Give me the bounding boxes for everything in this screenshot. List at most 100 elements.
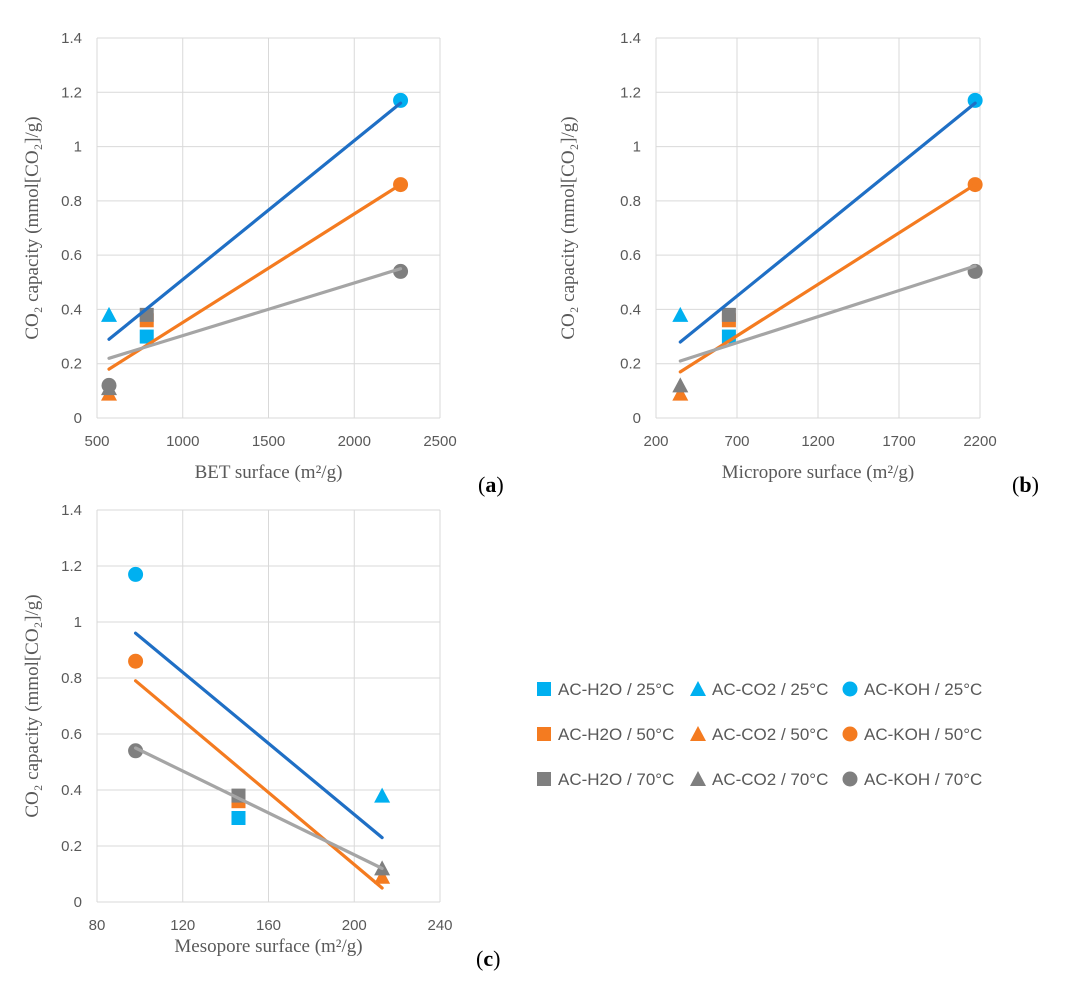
y-tick-label: 0	[633, 410, 641, 427]
y-tick-label: 0.6	[620, 247, 641, 264]
data-point	[374, 868, 391, 884]
y-tick-label: 0.8	[61, 193, 82, 210]
legend-marker-circle	[842, 681, 858, 697]
legend-label: AC-H2O / 25°C	[558, 680, 674, 699]
x-tick-label: 2200	[963, 433, 996, 450]
y-tick-label: 0.8	[61, 670, 82, 687]
y-tick-label: 0	[74, 410, 82, 427]
panel-label-letter: a	[485, 472, 496, 497]
y-axis-title: CO₂ capacity (mmol[CO₂]/g)	[558, 116, 579, 339]
panel-label: (c)	[476, 946, 500, 971]
x-axis-title: Mesopore surface (m²/g)	[174, 936, 362, 957]
x-tick-label: 500	[84, 433, 109, 450]
trendline	[678, 101, 977, 344]
panel-label-close: )	[493, 946, 500, 971]
panel-label: (b)	[1012, 472, 1039, 497]
x-axis-title: BET surface (m²/g)	[195, 462, 343, 483]
x-tick-label: 120	[170, 917, 195, 934]
panel-label-letter: c	[483, 946, 493, 971]
legend-marker-square	[537, 682, 551, 696]
panel-label-open: (	[478, 472, 485, 497]
legend: AC-H2O / 25°C AC-CO2 / 25°C AC-KOH / 25°C A…	[537, 680, 982, 789]
data-point	[139, 329, 154, 344]
legend-marker-square	[537, 727, 551, 741]
data-point	[101, 306, 118, 322]
data-point	[231, 811, 246, 825]
x-tick-label: 1000	[166, 433, 199, 450]
y-tick-label: 0	[74, 894, 82, 911]
y-tick-label: 1	[74, 614, 82, 631]
y-tick-label: 1	[74, 139, 82, 156]
y-tick-label: 1.2	[61, 558, 82, 575]
trendline	[107, 182, 403, 371]
data-points	[101, 92, 409, 401]
panel-label-open: (	[476, 946, 483, 971]
legend-label: AC-CO2 / 25°C	[712, 680, 828, 699]
panel-label-letter: b	[1019, 472, 1031, 497]
trendline	[678, 264, 977, 363]
panel-label-open: (	[1012, 472, 1019, 497]
data-point	[128, 653, 144, 669]
y-tick-label: 0.6	[61, 726, 82, 743]
x-tick-label: 80	[89, 917, 106, 934]
panel-label: (a)	[478, 472, 504, 497]
trendlines	[133, 631, 384, 890]
data-point	[128, 743, 144, 759]
data-point	[393, 263, 409, 279]
y-tick-label: 0.4	[61, 301, 82, 318]
x-tick-label: 200	[342, 917, 367, 934]
legend-label: AC-KOH / 50°C	[864, 725, 982, 744]
y-tick-label: 1.2	[61, 84, 82, 101]
trendlines	[678, 101, 977, 374]
x-axis-title: Micropore surface (m²/g)	[722, 462, 914, 483]
panel-label-close: )	[1032, 472, 1039, 497]
x-tick-label: 1500	[252, 433, 285, 450]
y-tick-label: 0.2	[61, 838, 82, 855]
y-tick-label: 0.2	[620, 356, 641, 373]
legend-item: AC-H2O / 70°C	[537, 770, 674, 789]
x-tick-label: 1700	[882, 433, 915, 450]
data-point	[672, 377, 689, 393]
y-tick-label: 0.4	[61, 782, 82, 799]
data-point	[128, 566, 144, 582]
data-point	[374, 787, 391, 803]
x-tick-label: 2500	[423, 433, 456, 450]
data-point	[101, 377, 117, 393]
gridlines	[96, 509, 441, 903]
chart-panel-a: 0 0.2 0.4 0.6 0.8 1 1.2 1.4 500 1000 1500 2000 2500 B…	[22, 30, 504, 497]
legend-label: AC-H2O / 70°C	[558, 770, 674, 789]
x-tick-label: 160	[256, 917, 281, 934]
y-tick-label: 0.6	[61, 247, 82, 264]
y-tick-label: 0.8	[620, 193, 641, 210]
x-tick-label: 200	[643, 433, 668, 450]
trendline	[133, 631, 384, 840]
y-tick-label: 1.4	[620, 30, 641, 47]
trendline	[107, 101, 403, 341]
x-tick-label: 1200	[801, 433, 834, 450]
legend-item: AC-KOH / 50°C	[842, 725, 982, 744]
data-point	[672, 385, 689, 401]
chart-panel-c: 0 0.2 0.4 0.6 0.8 1 1.2 1.4 80 120 160 200 240 Mesopo…	[22, 502, 500, 971]
panel-label-close: )	[496, 472, 503, 497]
legend-marker-circle	[842, 771, 858, 787]
y-tick-label: 1.4	[61, 30, 82, 47]
legend-item: AC-CO2 / 25°C	[690, 680, 828, 699]
legend-label: AC-CO2 / 50°C	[712, 725, 828, 744]
gridlines	[655, 37, 981, 419]
legend-item: AC-CO2 / 50°C	[690, 725, 828, 744]
legend-label: AC-KOH / 25°C	[864, 680, 982, 699]
data-point	[721, 307, 736, 322]
legend-marker-square	[537, 772, 551, 786]
trendlines	[107, 101, 403, 371]
trendline	[133, 746, 384, 871]
data-points	[672, 92, 983, 401]
y-tick-label: 0.2	[61, 356, 82, 373]
legend-item: AC-H2O / 25°C	[537, 680, 674, 699]
legend-marker-circle	[842, 726, 858, 742]
y-tick-label: 1.4	[61, 502, 82, 519]
legend-marker-triangle	[690, 771, 706, 786]
legend-label: AC-CO2 / 70°C	[712, 770, 828, 789]
legend-label: AC-KOH / 70°C	[864, 770, 982, 789]
